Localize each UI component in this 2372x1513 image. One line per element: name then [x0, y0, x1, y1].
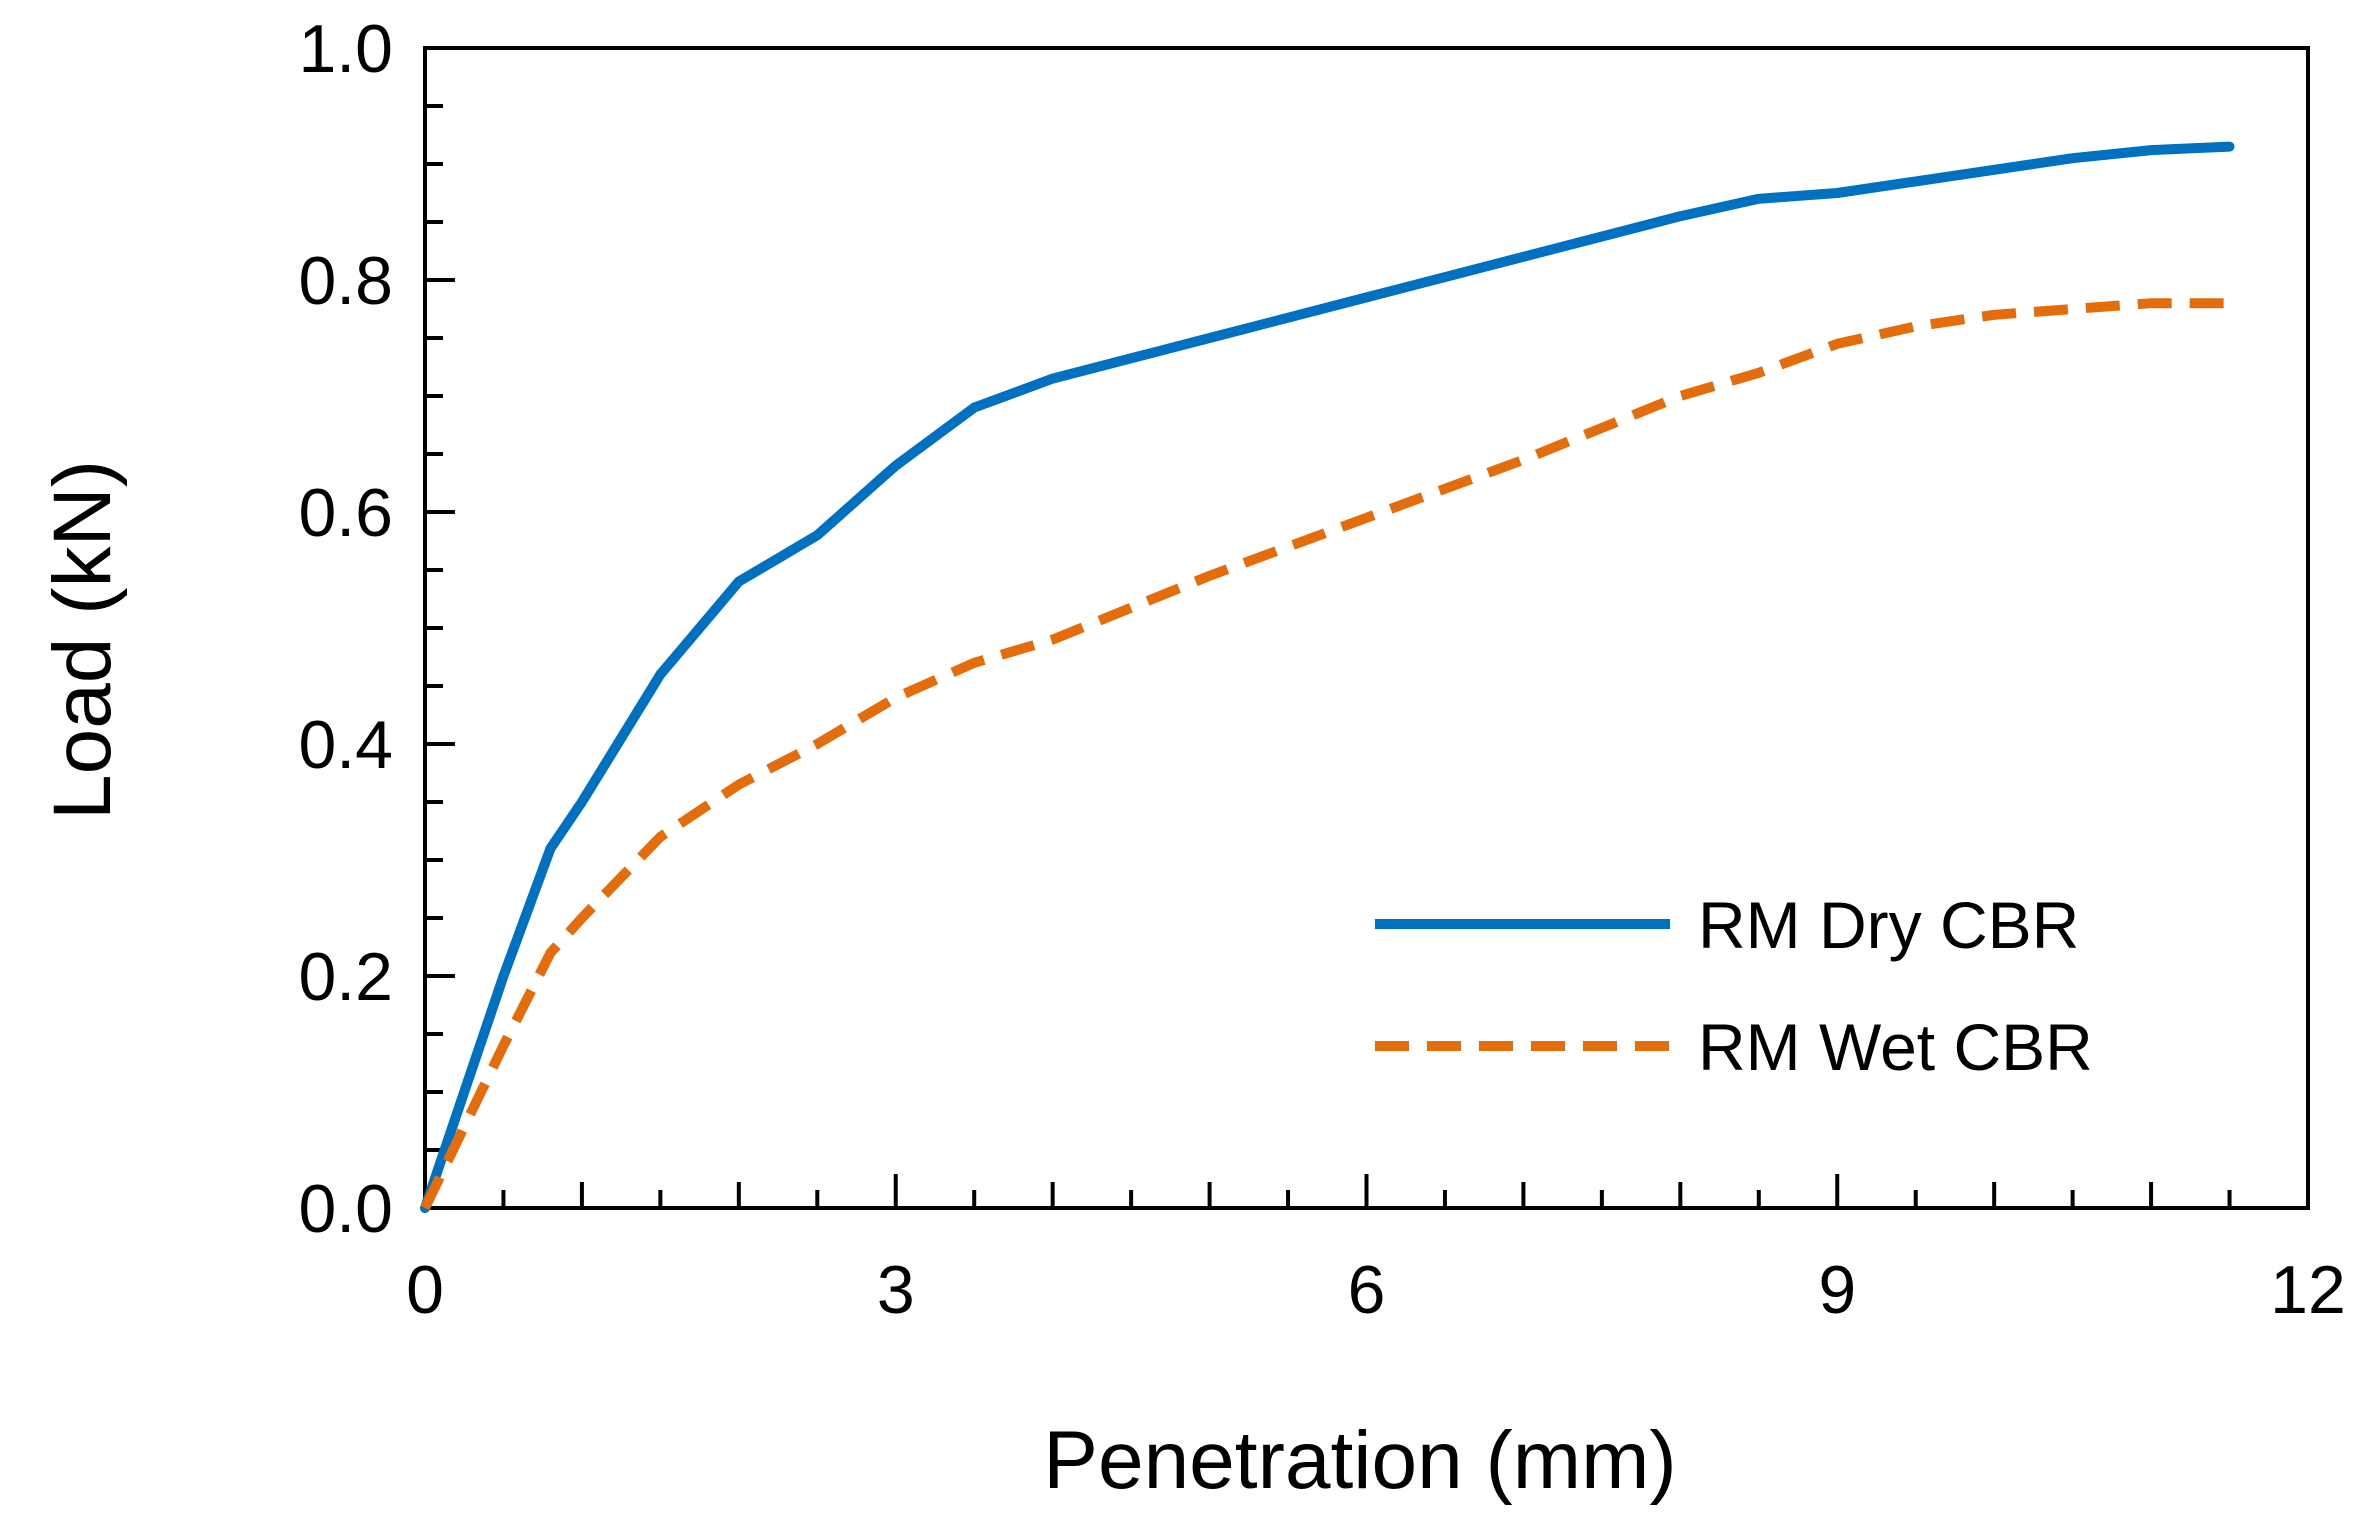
x-tick-label: 12 [2270, 1252, 2346, 1328]
series-line-rm-dry-cbr [420, 141, 2235, 1213]
legend-label-rm-dry-cbr: RM Dry CBR [1698, 888, 2079, 962]
x-tick-label: 9 [1818, 1252, 1856, 1328]
y-axis-title: Load (kN) [37, 460, 128, 820]
y-axis-ticks: 0.0 0.2 0.4 0.6 0.8 1.0 [298, 11, 455, 1247]
x-axis-ticks: 0 3 6 9 12 [406, 1174, 2346, 1328]
x-tick-label: 0 [406, 1252, 444, 1328]
y-tick-label: 0.2 [298, 939, 393, 1015]
y-tick-label: 0.4 [298, 707, 393, 783]
x-tick-label: 3 [877, 1252, 915, 1328]
legend-label-rm-wet-cbr: RM Wet CBR [1698, 1010, 2093, 1084]
y-tick-label: 0.0 [298, 1171, 393, 1247]
x-tick-label: 6 [1348, 1252, 1386, 1328]
y-tick-label: 1.0 [298, 11, 393, 87]
y-tick-label: 0.8 [298, 243, 393, 319]
series-lines [420, 141, 2235, 1213]
series-line-rm-wet-cbr [420, 298, 2230, 1211]
y-tick-label: 0.6 [298, 475, 393, 551]
x-axis-title: Penetration (mm) [1043, 1415, 1676, 1506]
legend: RM Dry CBR RM Wet CBR [1375, 888, 2093, 1084]
